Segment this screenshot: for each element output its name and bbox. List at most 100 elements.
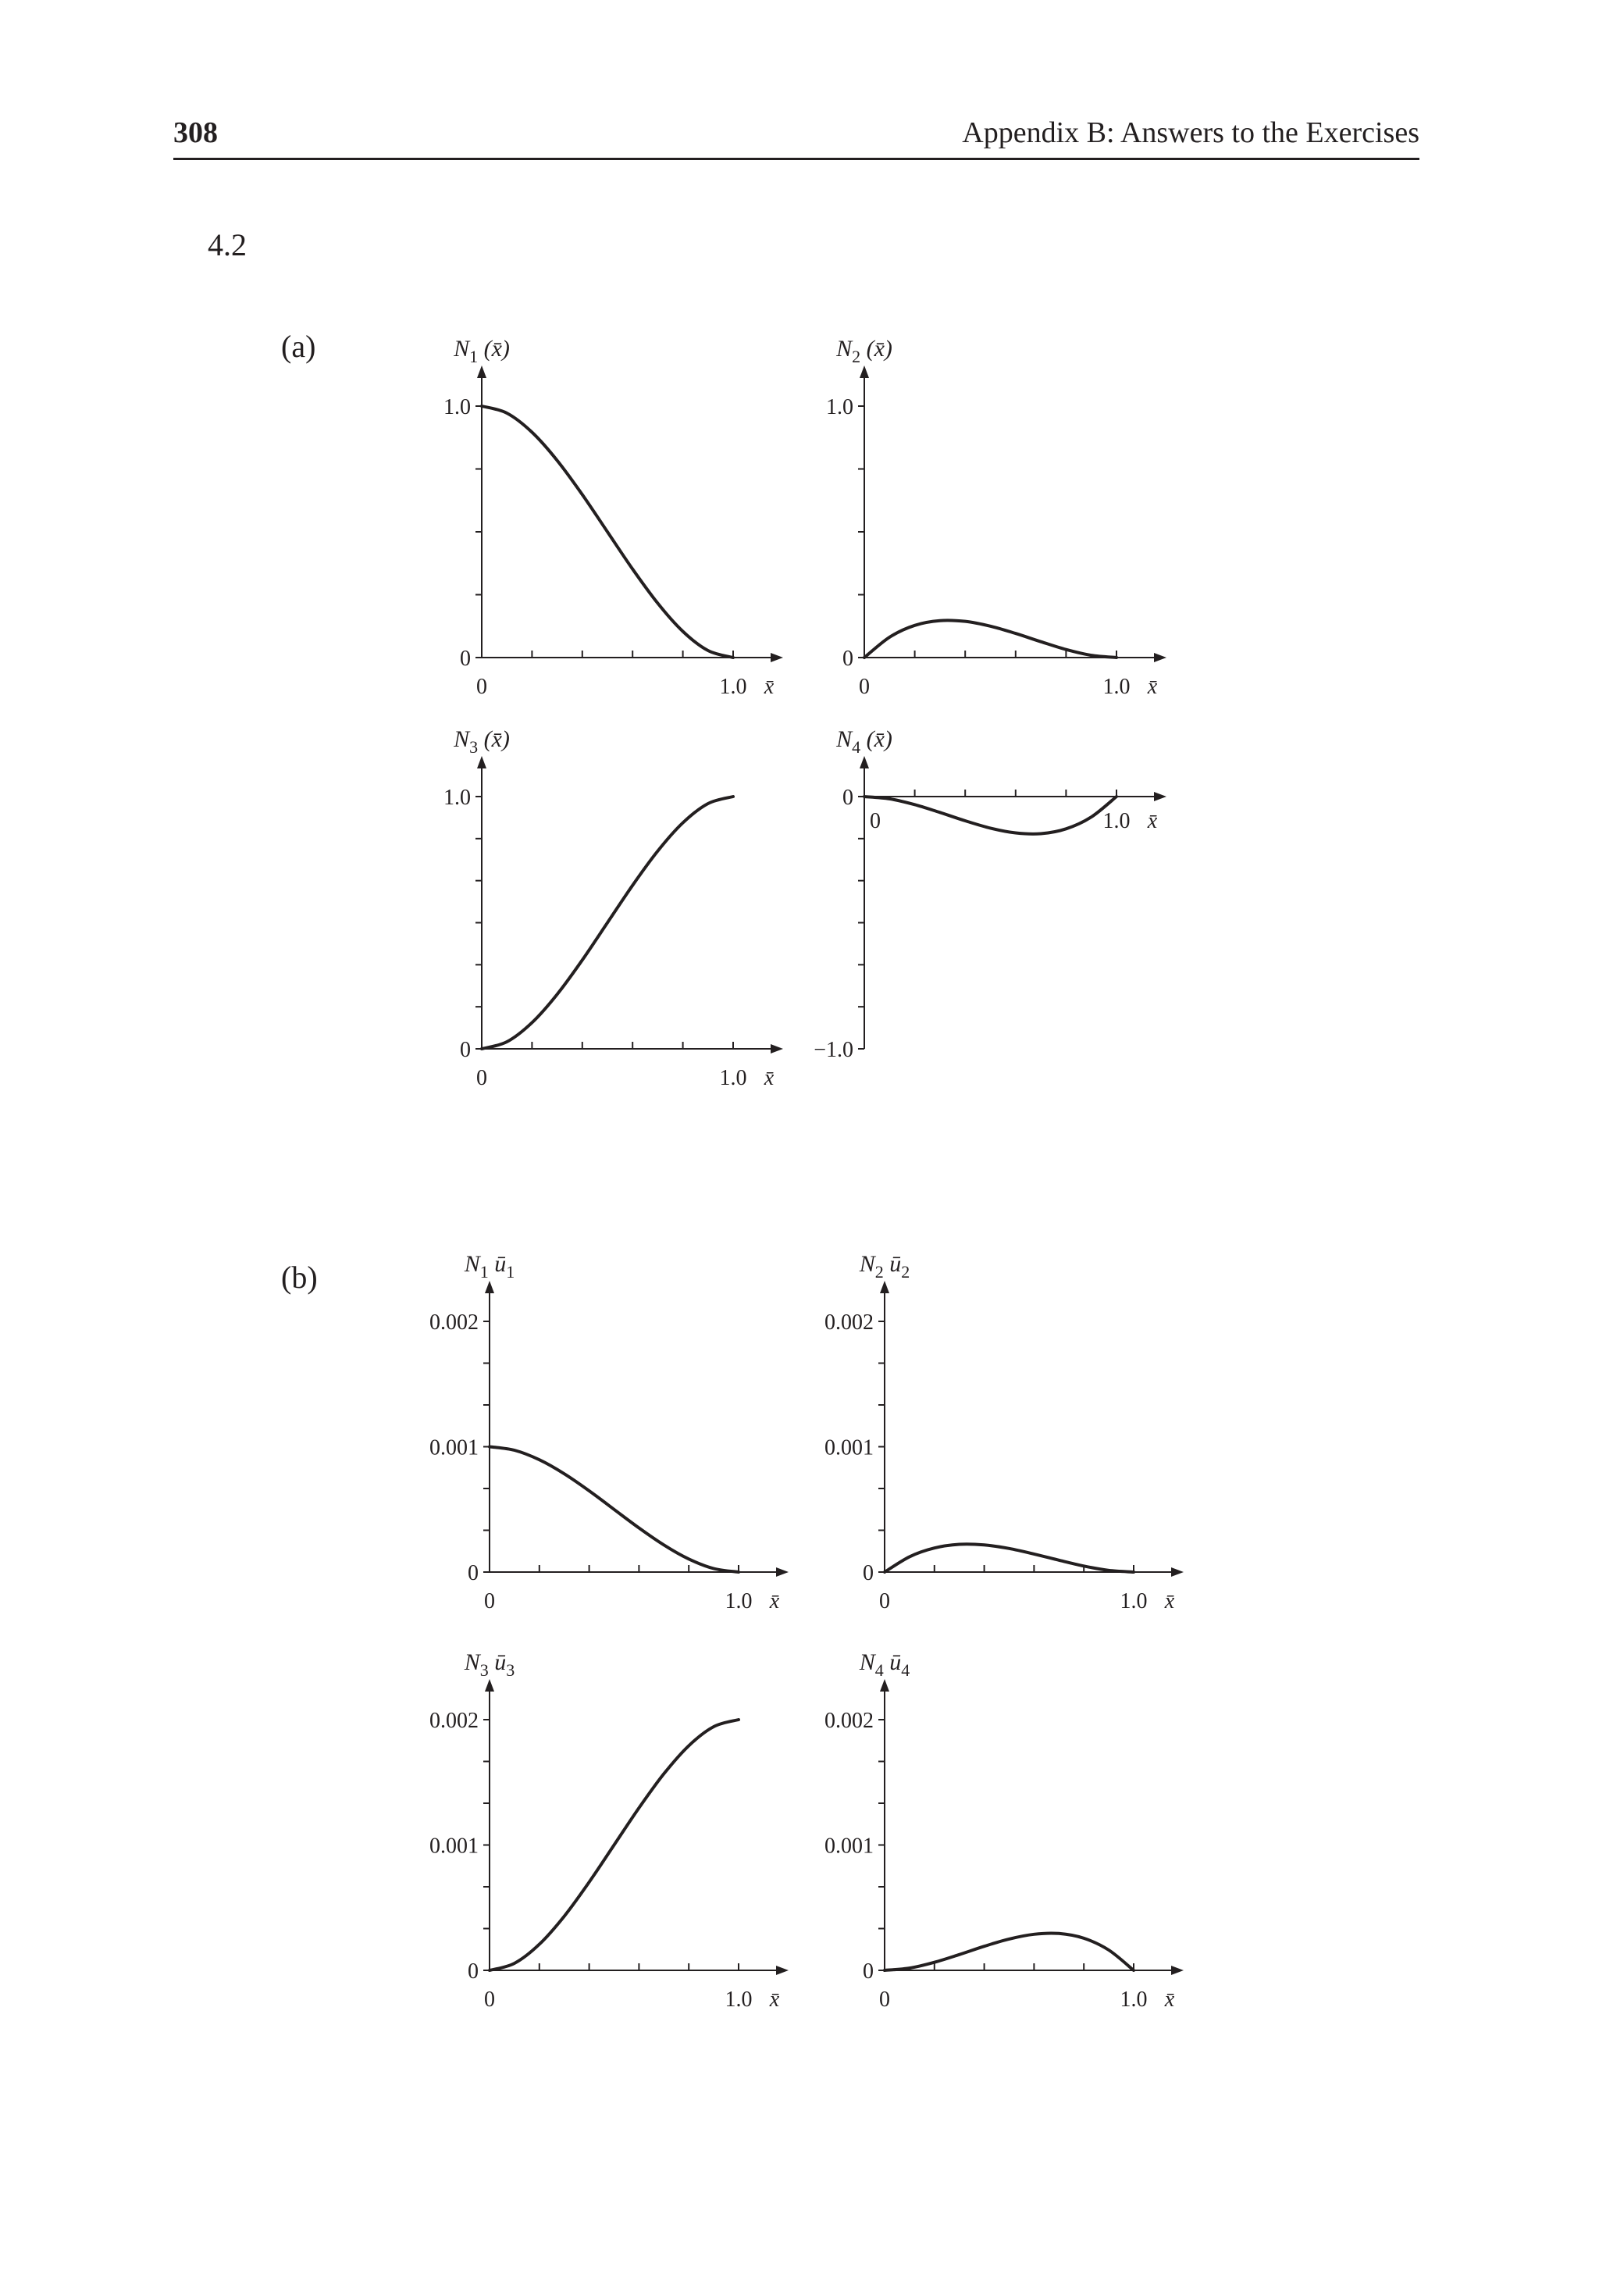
x-axis-label: x̄	[1147, 809, 1158, 833]
y-label-main: N	[464, 1251, 482, 1277]
x-tick-label: 0	[879, 1988, 890, 2012]
y-label-main: N	[835, 336, 853, 362]
x-axis-label: x̄	[769, 1589, 780, 1613]
y-label-rest: ū	[489, 1251, 507, 1277]
y-tick-label: 0.002	[429, 1310, 479, 1335]
y-label-rest: (x̄)	[860, 726, 892, 752]
y-tick-label: 0.002	[824, 1310, 874, 1335]
y-label-subscript: 2	[852, 347, 860, 366]
series-line	[863, 795, 1118, 836]
x-axis-label: x̄	[1164, 1589, 1175, 1613]
y-label-main: N	[859, 1649, 877, 1675]
y-axis-arrow	[477, 756, 486, 768]
y-tick-label: 0.001	[429, 1834, 479, 1859]
x-tick-label: 1.0	[1103, 675, 1131, 699]
x-tick-label: 1.0	[725, 1589, 753, 1613]
y-label-subscript-2: 2	[901, 1262, 910, 1282]
part-label-b: (b)	[281, 1260, 318, 1295]
x-tick-label: 0	[476, 675, 487, 699]
x-axis-arrow	[1154, 653, 1166, 662]
y-tick-label: 0	[468, 1959, 479, 1984]
y-tick-label: 0.002	[429, 1709, 479, 1733]
y-label-main: N	[453, 336, 471, 362]
y-tick-label: 0	[842, 647, 853, 671]
y-tick-label: 0	[468, 1561, 479, 1585]
y-axis-label: N2 ū2	[859, 1251, 910, 1282]
x-tick-label: 1.0	[1120, 1988, 1148, 2012]
page-number: 308	[173, 116, 218, 149]
y-axis-label: N3 ū3	[464, 1649, 515, 1680]
x-tick-label: 0	[484, 1589, 495, 1613]
x-tick-label: 0	[859, 675, 870, 699]
y-label-rest: ū	[489, 1649, 507, 1675]
y-tick-label: 0.002	[824, 1709, 874, 1733]
y-axis-label: N4 (x̄)	[835, 726, 892, 757]
y-label-main: N	[859, 1251, 877, 1277]
y-label-rest: ū	[884, 1649, 902, 1675]
y-label-subscript-2: 3	[506, 1660, 515, 1680]
y-tick-label: 1.0	[826, 395, 853, 419]
y-axis-label: N2 (x̄)	[835, 336, 892, 366]
series-line	[480, 795, 735, 1050]
y-axis-arrow	[880, 1281, 889, 1293]
x-tick-label: 1.0	[720, 675, 747, 699]
x-tick-label: 0	[484, 1988, 495, 2012]
x-axis-arrow	[776, 1567, 789, 1577]
x-axis-label: x̄	[769, 1988, 780, 2012]
x-axis-arrow	[771, 653, 783, 662]
y-label-main: N	[453, 726, 471, 752]
header-rule	[173, 158, 1419, 160]
chart-4: −1.0 00 1.0 x̄ N4 (x̄)	[814, 726, 1166, 1062]
y-axis-arrow	[485, 1281, 494, 1293]
y-label-subscript: 3	[480, 1660, 489, 1680]
x-axis-arrow	[771, 1044, 783, 1054]
y-tick-label: 1.0	[443, 395, 471, 419]
y-tick-label: 1.0	[443, 786, 471, 810]
series-line	[488, 1445, 740, 1574]
chart-3: 0 1.0 0 1.0 x̄ N3 (x̄)	[443, 726, 783, 1090]
series-line	[883, 1542, 1135, 1574]
series-line	[480, 405, 735, 659]
y-label-subscript: 4	[875, 1660, 884, 1680]
y-axis-label: N4 ū4	[859, 1649, 910, 1680]
running-head: Appendix B: Answers to the Exercises	[962, 116, 1419, 149]
exercise-number: 4.2	[208, 227, 247, 262]
y-tick-label: 0.001	[824, 1436, 874, 1460]
y-label-subscript: 2	[875, 1262, 884, 1282]
y-label-subscript-2: 1	[506, 1262, 515, 1282]
x-axis-arrow	[1154, 792, 1166, 801]
series-line	[488, 1718, 740, 1972]
y-label-rest: ū	[884, 1251, 902, 1277]
x-axis-label: x̄	[764, 1066, 775, 1090]
y-label-main: N	[464, 1649, 482, 1675]
x-tick-label: 1.0	[1103, 809, 1131, 833]
x-tick-label: 0	[870, 809, 881, 833]
x-tick-label: 1.0	[720, 1066, 747, 1090]
y-axis-arrow	[485, 1679, 494, 1692]
y-axis-label: N3 (x̄)	[453, 726, 510, 757]
x-axis-arrow	[1171, 1966, 1184, 1975]
x-axis-label: x̄	[764, 675, 775, 699]
chart-2: 0 1.0 0 1.0 x̄ N2 (x̄)	[826, 336, 1166, 699]
y-label-rest: (x̄)	[860, 336, 892, 362]
chart-1: 0 1.0 0 1.0 x̄ N1 (x̄)	[443, 336, 783, 699]
y-axis-arrow	[860, 365, 869, 378]
part-label-a: (a)	[281, 329, 316, 364]
series-line	[883, 1931, 1135, 1972]
y-tick-label: 0	[460, 647, 471, 671]
y-label-subscript: 4	[852, 737, 860, 757]
y-label-rest: (x̄)	[478, 726, 510, 752]
x-axis-label: x̄	[1147, 675, 1158, 699]
x-tick-label: 1.0	[1120, 1589, 1148, 1613]
y-tick-label: 0	[863, 1561, 874, 1585]
y-axis-arrow	[860, 756, 869, 768]
series-line	[863, 619, 1118, 659]
y-label-subscript: 1	[480, 1262, 489, 1282]
y-label-subscript: 1	[469, 347, 478, 366]
x-axis-arrow	[776, 1966, 789, 1975]
y-label-main: N	[835, 726, 853, 752]
x-tick-label: 0	[879, 1589, 890, 1613]
y-axis-label: N1 (x̄)	[453, 336, 510, 366]
